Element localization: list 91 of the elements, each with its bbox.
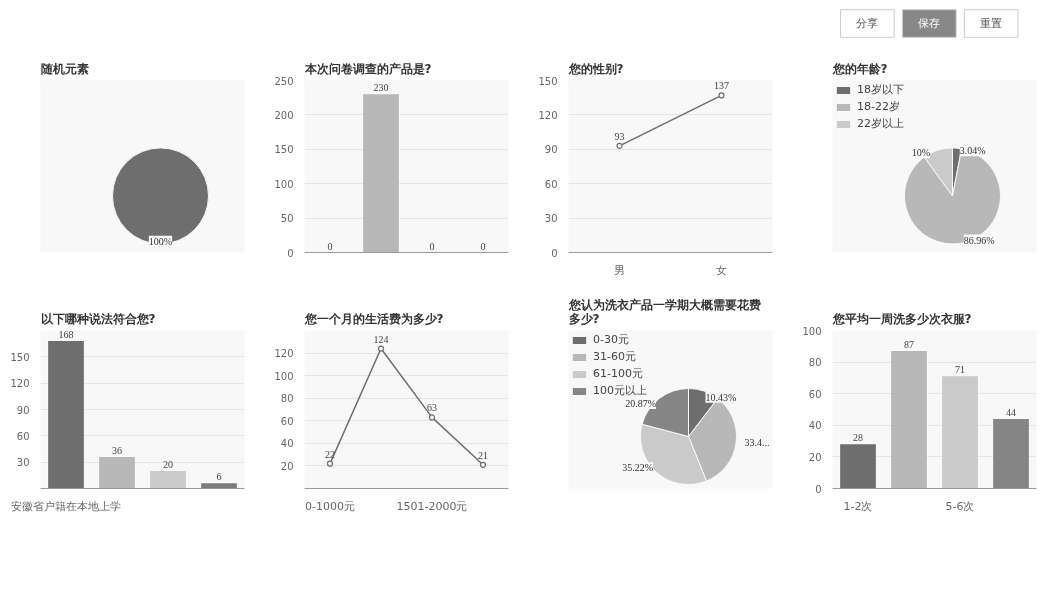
y-tick-label: 50 [280, 213, 294, 225]
bar [942, 376, 978, 489]
data-label: 87 [904, 339, 914, 351]
point [326, 460, 334, 467]
x-tick-label: 女 [716, 263, 727, 277]
bar [891, 351, 927, 489]
y-tick-label: 150 [538, 75, 558, 87]
y-tick-label: 100 [802, 325, 822, 337]
data-label: 3.04% [959, 145, 986, 157]
y-tick-label: 40 [280, 438, 294, 450]
y-tick-label: 60 [280, 415, 294, 427]
data-label: 20 [163, 458, 173, 470]
y-tick-label: 30 [544, 213, 558, 225]
y-tick-label: 0 [815, 483, 822, 495]
data-label: 0 [480, 240, 486, 252]
data-label: 0 [327, 240, 333, 252]
chart-title: 以下哪种说法符合您? [40, 311, 156, 326]
data-label: 100% [148, 235, 173, 247]
chart-title: 您认为洗衣产品一学期大概需要花费多少? [567, 297, 761, 326]
x-tick-label: 男 [614, 263, 625, 277]
data-label: 36 [112, 444, 122, 456]
bar [993, 418, 1029, 489]
data-label: 21 [478, 449, 488, 461]
data-label: 33.4... [744, 436, 770, 448]
point [479, 461, 487, 468]
y-tick-label: 250 [274, 75, 294, 87]
data-label: 10.43% [705, 391, 737, 403]
bar [840, 444, 876, 489]
y-tick-label: 30 [16, 457, 30, 469]
text: 分享 [856, 17, 879, 30]
y-tick-label: 0 [551, 247, 558, 259]
y-tick-label: 150 [10, 351, 30, 363]
data-label: 44 [1006, 406, 1016, 418]
legend-label: 31-60元 [593, 349, 636, 364]
data-label: 168 [58, 329, 74, 341]
chart-title: 您平均一周洗多少次衣服? [831, 311, 972, 326]
y-tick-label: 100 [274, 370, 294, 382]
point [377, 345, 385, 352]
data-label: 230 [373, 82, 389, 94]
x-tick-label: 0-1000元 [305, 499, 355, 513]
legend-label: 100元以上 [593, 383, 647, 398]
legend-label: 18岁以下 [857, 82, 904, 97]
bar [150, 470, 186, 489]
legend-label: 0-30元 [593, 332, 629, 347]
y-tick-label: 100 [274, 178, 294, 190]
y-tick-label: 80 [808, 357, 822, 369]
data-label: 137 [714, 80, 729, 92]
legend-label: 18-22岁 [857, 99, 900, 114]
data-label: 71 [955, 364, 965, 376]
y-tick-label: 60 [544, 178, 558, 190]
y-tick-label: 90 [544, 144, 558, 156]
bar [201, 483, 237, 489]
y-tick-label: 40 [808, 420, 822, 432]
text: 重置 [980, 17, 1003, 30]
chart-title: 随机元素 [40, 61, 89, 76]
legend-label: 22岁以上 [857, 116, 904, 131]
chart-title: 您一个月的生活费为多少? [303, 311, 444, 326]
data-label: 0 [429, 240, 435, 252]
x-tick-label: 5-6次 [945, 499, 975, 513]
y-tick-label: 80 [280, 393, 294, 405]
chart-title: 您的性别? [567, 61, 624, 76]
y-tick-label: 150 [274, 144, 294, 156]
data-label: 28 [853, 432, 863, 444]
x-tick-label: 1-2次 [843, 499, 873, 513]
bar [48, 341, 84, 489]
point [428, 414, 436, 421]
y-tick-label: 0 [287, 247, 294, 259]
x-tick-label: 1501-2000元 [396, 499, 468, 513]
y-tick-label: 200 [274, 109, 294, 121]
y-tick-label: 120 [538, 109, 558, 121]
legend-label: 61-100元 [593, 366, 643, 381]
data-label: 35.22% [622, 462, 654, 474]
bar [99, 456, 135, 489]
y-tick-label: 60 [808, 388, 822, 400]
y-tick-label: 20 [808, 451, 822, 463]
y-tick-label: 20 [280, 460, 294, 472]
y-tick-label: 120 [274, 348, 294, 360]
data-label: 93 [614, 130, 625, 142]
y-tick-label: 120 [10, 378, 30, 390]
data-label: 20.87% [625, 398, 657, 410]
data-label: 86.96% [963, 234, 995, 246]
x-tick-label: 安徽省户籍在本地上学 [11, 499, 121, 513]
data-label: 6 [216, 471, 222, 483]
data-label: 124 [373, 333, 389, 345]
chart-title: 您的年龄? [831, 61, 888, 76]
y-tick-label: 90 [16, 404, 30, 416]
y-tick-label: 60 [16, 430, 30, 442]
data-label: 63 [427, 402, 437, 414]
chart-title: 本次问卷调查的产品是? [303, 61, 432, 76]
text: 保存 [918, 17, 941, 30]
data-label: 10% [911, 147, 930, 159]
